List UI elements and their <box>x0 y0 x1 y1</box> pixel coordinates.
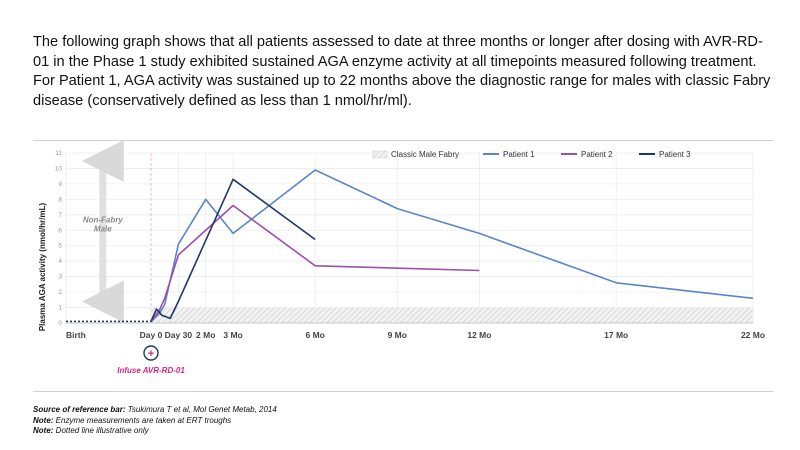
infuse-marker-circle <box>143 345 159 361</box>
x-tick-label: 17 Mo <box>604 330 628 340</box>
x-tick-label: Day 0 <box>140 330 163 340</box>
x-tick-label: 9 Mo <box>388 330 407 340</box>
y-tick-label: 4 <box>58 258 62 265</box>
x-tick-label: 6 Mo <box>305 330 324 340</box>
y-tick-label: 9 <box>58 181 62 188</box>
footnote-ert: Note: Enzyme measurements are taken at E… <box>33 415 232 425</box>
chart-frame: Non-Fabry Male + Infuse AVR-RD-01 0 1 2 3 4 5 6 7 8… <box>33 140 773 392</box>
footnote-source: Source of reference bar: Tsukimura T et … <box>33 405 277 414</box>
x-tick-label: 22 Mo <box>741 330 765 340</box>
infuse-marker-plus: + <box>148 348 154 360</box>
y-tick-label: 6 <box>58 227 62 234</box>
axis-layer: 0 1 2 3 4 5 6 7 8 9 10 11 Birth Day 0 Day 30 2 Mo 3 Mo 6 … <box>55 150 765 340</box>
y-tick-label: 11 <box>55 150 62 157</box>
series-layer <box>66 169 754 323</box>
legend-label-reference: Classic Male Fabry <box>391 150 459 159</box>
y-axis-label: Plasma AGA activity (nmol/hr/mL) <box>38 203 47 332</box>
non-fabry-label-line1: Non-Fabry <box>83 216 124 225</box>
reference-band-layer <box>151 307 753 323</box>
series-line-patient-3 <box>150 178 316 322</box>
legend: Classic Male Fabry Patient 1 Patient 2 Pati… <box>372 150 691 159</box>
footnote-dotted: Note: Dotted line illustrative only <box>33 426 149 436</box>
y-tick-label: 1 <box>58 305 62 312</box>
infuse-label: Infuse AVR-RD-01 <box>117 366 185 375</box>
legend-swatch-reference <box>372 150 388 159</box>
series-line-patient-1 <box>150 169 754 323</box>
reference-band-classic-male-fabry <box>151 307 753 323</box>
y-tick-label: 10 <box>55 165 63 172</box>
footnotes: Source of reference bar: Tsukimura T et … <box>33 405 277 437</box>
y-tick-label: 8 <box>58 196 62 203</box>
y-tick-label: 7 <box>58 212 62 219</box>
x-tick-label: Day 30 <box>165 330 193 340</box>
x-tick-label: Birth <box>66 330 86 340</box>
non-fabry-label-line2: Male <box>94 225 112 234</box>
legend-label-patient-2: Patient 2 <box>581 150 613 159</box>
y-tick-label: 5 <box>58 243 62 250</box>
y-tick-label: 2 <box>58 289 62 296</box>
intro-paragraph: The following graph shows that all patie… <box>33 34 771 109</box>
x-tick-label: 3 Mo <box>223 330 242 340</box>
x-tick-label: 2 Mo <box>196 330 215 340</box>
grid-layer <box>65 152 754 324</box>
y-tick-label: 0 <box>58 320 62 327</box>
legend-label-patient-1: Patient 1 <box>503 150 535 159</box>
y-tick-label: 3 <box>58 274 62 281</box>
series-line-patient-2 <box>150 204 480 322</box>
x-tick-label: 12 Mo <box>467 330 491 340</box>
legend-label-patient-3: Patient 3 <box>659 150 691 159</box>
